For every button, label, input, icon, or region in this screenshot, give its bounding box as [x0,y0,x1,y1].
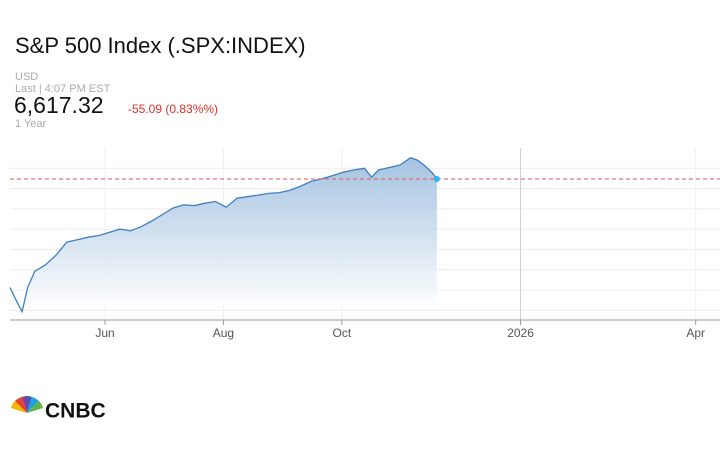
x-tick-label: Apr [686,326,705,340]
x-tick-label: Jun [95,326,114,340]
title: S&P 500 Index (.SPX:INDEX) [15,33,306,58]
line [9,156,438,314]
x-tick-label: Aug [213,326,234,340]
logo: CNBC [11,396,106,423]
last-marker [433,176,440,183]
currency: USD [15,71,38,83]
range: 1 Year [15,118,47,130]
area [10,157,437,312]
change: -55.09 (0.83%%) [128,102,218,116]
x-tick-label: 2026 [507,326,534,340]
last-time: Last | 4:07 PM EST [15,83,110,95]
price: 6,617.32 [14,92,104,118]
x-tick-label: Oct [333,326,352,340]
logo-text: CNBC [45,400,106,423]
